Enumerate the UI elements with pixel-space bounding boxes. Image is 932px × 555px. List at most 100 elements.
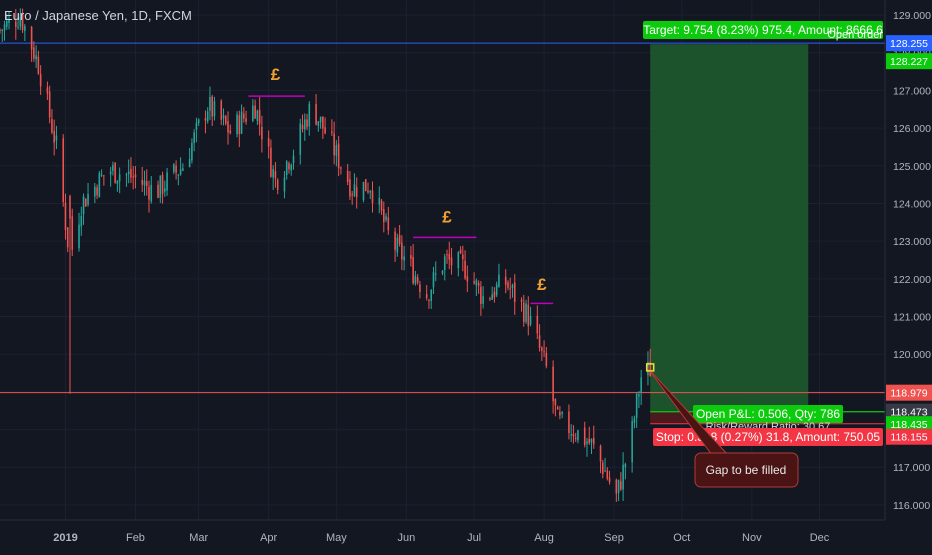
candle-body <box>333 133 335 156</box>
price-tick-label: 121.000 <box>893 312 931 324</box>
time-tick-label: Oct <box>673 532 690 544</box>
price-tick-label: 117.000 <box>893 462 930 474</box>
price-badge-label[interactable]: 118.435 <box>890 419 927 431</box>
candle-body <box>448 253 451 260</box>
candle-body <box>19 17 22 27</box>
candle-body <box>543 351 545 353</box>
candle-body <box>640 377 642 393</box>
candle-body <box>335 145 338 156</box>
time-tick-label: Nov <box>742 532 762 544</box>
target-label[interactable]: Target: 9.754 (8.23%) 975.4, Amount: 866… <box>643 23 883 37</box>
candle-body <box>475 280 478 286</box>
price-tick-label: 125.000 <box>893 161 931 173</box>
candle-body <box>5 20 8 27</box>
candle-body <box>33 47 35 59</box>
candle-body <box>24 26 26 31</box>
price-axis[interactable] <box>885 0 932 550</box>
candle-body <box>331 131 333 133</box>
price-badge[interactable] <box>886 403 932 420</box>
pnl-label[interactable]: Open P&L: 0.506, Qty: 786 <box>696 407 840 421</box>
price-tick-label: 123.000 <box>893 236 931 248</box>
candle-body <box>100 174 103 176</box>
candle-body <box>299 123 302 155</box>
candle-body <box>355 187 358 198</box>
candle-body <box>30 26 33 50</box>
candle-body <box>586 441 588 444</box>
candle-body <box>134 174 137 178</box>
candle-body <box>213 101 216 117</box>
candle-body <box>369 191 372 193</box>
price-badge[interactable] <box>886 416 932 433</box>
candle-body <box>285 161 288 175</box>
price-badge[interactable] <box>886 384 932 401</box>
candle-body <box>457 252 460 269</box>
annotation-marker[interactable] <box>645 363 655 372</box>
time-axis[interactable] <box>0 520 932 550</box>
candle-body <box>267 137 270 147</box>
candle-body <box>274 171 277 179</box>
price-badge-label[interactable]: 118.155 <box>890 432 927 444</box>
candle-body <box>288 163 290 170</box>
candle-body <box>601 462 604 474</box>
stop-label[interactable]: Stop: 0.318 (0.27%) 31.8, Amount: 750.05 <box>656 430 880 444</box>
candle-body <box>416 277 419 283</box>
candle-body <box>340 167 342 169</box>
candle-body <box>55 135 58 141</box>
candle-body <box>425 294 428 299</box>
candle-body <box>290 164 293 171</box>
chart-title: Euro / Japanese Yen, 1D, FXCM <box>4 8 192 23</box>
candle-body <box>385 216 387 220</box>
candle-body <box>346 170 349 182</box>
price-badge-label[interactable]: 118.473 <box>890 407 927 419</box>
candle-body <box>306 119 308 128</box>
candle-body <box>256 110 259 121</box>
candle-body <box>554 398 557 406</box>
candle-body <box>82 196 85 214</box>
candle-body <box>109 171 112 175</box>
pound-marker[interactable]: £ <box>442 207 452 226</box>
candle-body <box>211 96 214 117</box>
candle-body <box>574 437 577 439</box>
candle-body <box>383 209 385 223</box>
candle-body <box>403 256 405 261</box>
candle-body <box>525 303 527 322</box>
candle-body <box>522 302 525 323</box>
candle-body <box>283 177 286 192</box>
candle-body <box>520 299 523 302</box>
candle-body <box>622 464 624 490</box>
pound-marker[interactable]: £ <box>537 275 547 294</box>
candle-body <box>322 116 324 129</box>
pound-marker[interactable]: £ <box>271 65 281 84</box>
price-badge[interactable] <box>886 428 932 445</box>
candle-body <box>489 298 491 300</box>
price-badge[interactable] <box>886 53 932 70</box>
price-badge-label[interactable]: 118.979 <box>890 388 927 400</box>
candle-body <box>319 116 322 123</box>
annotation-text[interactable]: Gap to be filled <box>706 463 787 477</box>
candle-body <box>87 194 89 205</box>
target-label-box[interactable] <box>643 21 883 39</box>
price-badge-label[interactable]: 128.255 <box>890 38 928 50</box>
candle-body <box>0 29 1 31</box>
price-badge-label[interactable]: 128.227 <box>890 56 928 68</box>
candle-body <box>606 470 609 479</box>
candle-body <box>258 109 261 125</box>
price-tick-label: 126.000 <box>893 123 931 135</box>
annotation-box[interactable] <box>694 452 799 488</box>
price-badge[interactable] <box>886 35 932 52</box>
candle-body <box>197 119 200 124</box>
time-tick-label: Jul <box>467 532 481 544</box>
time-tick-label: Apr <box>260 532 277 544</box>
candle-body <box>148 186 150 200</box>
price-tick-label: 122.000 <box>893 274 931 286</box>
candle-body <box>177 174 180 176</box>
candle-body <box>179 169 182 175</box>
open-order-label[interactable]: Open order <box>827 29 883 41</box>
candle-body <box>633 418 636 423</box>
candle-body <box>367 190 369 193</box>
candle-body <box>112 165 114 171</box>
candle-body <box>195 122 198 130</box>
pnl-label-box[interactable] <box>693 405 843 423</box>
